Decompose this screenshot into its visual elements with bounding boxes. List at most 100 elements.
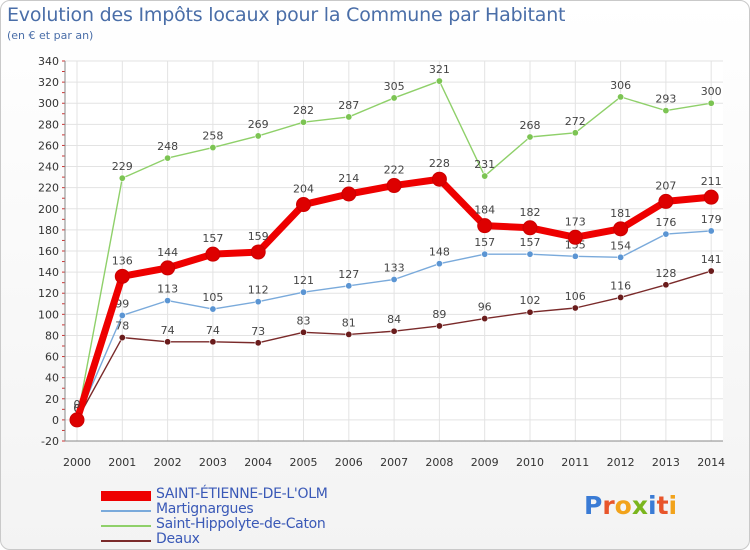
legend-swatch-saint-hippolyte: [101, 525, 151, 527]
y-tick-label: -20: [41, 435, 59, 448]
data-point-saint-hippolyte-de-caton: [617, 93, 625, 101]
data-point-saint-hippolyte-de-caton: [662, 107, 670, 115]
data-point-martignargues: [345, 282, 353, 290]
y-tick-label: 120: [38, 287, 59, 300]
data-label-martignargues: 157: [520, 236, 541, 249]
proxiti-logo: Proxiti: [584, 491, 677, 520]
x-tick-label: 2011: [561, 456, 589, 469]
data-point-saint-hippolyte-de-caton: [571, 129, 579, 137]
data-label-deaux: 84: [387, 313, 401, 326]
data-point-martignargues: [571, 252, 579, 260]
data-point-saint-etienne-de-l-olm: [205, 246, 221, 262]
data-point-martignargues: [164, 297, 172, 305]
data-point-saint-hippolyte-de-caton: [164, 154, 172, 162]
data-label-deaux: 73: [251, 325, 265, 338]
data-point-martignargues: [299, 288, 307, 296]
y-tick-label: 260: [38, 139, 59, 152]
data-label-saint-etienne-de-l-olm: 228: [429, 157, 450, 170]
x-tick-label: 2013: [652, 456, 680, 469]
data-label-deaux: 74: [206, 324, 220, 337]
data-label-saint-etienne-de-l-olm: 207: [655, 179, 676, 192]
data-point-deaux: [254, 339, 262, 347]
data-label-saint-hippolyte-de-caton: 287: [338, 99, 359, 112]
data-label-saint-hippolyte-de-caton: 305: [384, 80, 405, 93]
data-point-martignargues: [435, 260, 443, 268]
data-point-martignargues: [254, 298, 262, 306]
data-label-martignargues: 133: [384, 262, 405, 275]
data-point-saint-etienne-de-l-olm: [250, 244, 266, 260]
data-label-saint-etienne-de-l-olm: 173: [565, 215, 586, 228]
data-point-martignargues: [118, 311, 126, 319]
data-label-saint-hippolyte-de-caton: 268: [520, 119, 541, 132]
legend-label-saint-etienne: SAINT-ÉTIENNE-DE-L'OLM: [156, 486, 328, 502]
data-point-saint-hippolyte-de-caton: [345, 113, 353, 121]
data-label-deaux: 81: [342, 316, 356, 329]
data-label-saint-hippolyte-de-caton: 258: [202, 130, 223, 143]
data-point-saint-etienne-de-l-olm: [613, 221, 629, 237]
data-label-saint-etienne-de-l-olm: 211: [701, 175, 722, 188]
data-point-saint-etienne-de-l-olm: [658, 193, 674, 209]
data-point-deaux: [662, 281, 670, 289]
y-tick-label: 60: [45, 351, 59, 364]
data-label-saint-hippolyte-de-caton: 231: [474, 158, 495, 171]
data-point-saint-hippolyte-de-caton: [299, 118, 307, 126]
data-label-martignargues: 99: [115, 297, 129, 310]
data-point-martignargues: [526, 250, 534, 258]
data-label-saint-hippolyte-de-caton: 269: [248, 118, 269, 131]
data-point-saint-etienne-de-l-olm: [567, 229, 583, 245]
data-point-deaux: [209, 338, 217, 346]
data-label-deaux: 128: [655, 267, 676, 280]
data-label-saint-etienne-de-l-olm: 136: [112, 254, 133, 267]
legend-swatch-saint-etienne: [101, 491, 151, 501]
data-point-deaux: [526, 308, 534, 316]
data-point-deaux: [299, 328, 307, 336]
data-label-saint-etienne-de-l-olm: 0: [74, 398, 81, 411]
data-point-deaux: [118, 334, 126, 342]
data-label-martignargues: 154: [610, 239, 631, 252]
legend-swatch-martignargues: [101, 510, 151, 512]
data-point-saint-etienne-de-l-olm: [386, 178, 402, 194]
data-point-martignargues: [617, 253, 625, 261]
y-tick-label: 340: [38, 55, 59, 68]
data-label-deaux: 106: [565, 290, 586, 303]
data-point-saint-etienne-de-l-olm: [69, 412, 85, 428]
data-point-saint-etienne-de-l-olm: [160, 260, 176, 276]
data-point-saint-hippolyte-de-caton: [254, 132, 262, 140]
legend-swatch-deaux: [101, 540, 151, 542]
logo-letter: i: [648, 491, 657, 520]
data-label-martignargues: 113: [157, 283, 178, 296]
data-label-saint-etienne-de-l-olm: 204: [293, 183, 314, 196]
data-point-saint-etienne-de-l-olm: [477, 218, 493, 234]
data-point-saint-hippolyte-de-caton: [707, 99, 715, 107]
x-tick-label: 2001: [108, 456, 136, 469]
data-point-martignargues: [481, 250, 489, 258]
data-label-deaux: 96: [478, 301, 492, 314]
x-tick-label: 2014: [697, 456, 725, 469]
data-point-saint-etienne-de-l-olm: [431, 171, 447, 187]
data-point-deaux: [571, 304, 579, 312]
chart-subtitle: (en € et par an): [7, 29, 94, 42]
x-tick-label: 2012: [607, 456, 635, 469]
data-label-deaux: 78: [115, 320, 129, 333]
data-label-saint-hippolyte-de-caton: 229: [112, 160, 133, 173]
data-label-saint-etienne-de-l-olm: 182: [520, 206, 541, 219]
legend-label-martignargues: Martignargues: [156, 501, 254, 517]
y-tick-label: 40: [45, 372, 59, 385]
x-tick-label: 2004: [244, 456, 272, 469]
logo-letter: r: [602, 491, 615, 520]
data-point-martignargues: [390, 275, 398, 283]
data-label-saint-hippolyte-de-caton: 300: [701, 85, 722, 98]
y-tick-label: 20: [45, 393, 59, 406]
y-tick-label: 240: [38, 161, 59, 174]
data-point-saint-hippolyte-de-caton: [435, 77, 443, 85]
data-point-saint-etienne-de-l-olm: [114, 268, 130, 284]
y-tick-label: 160: [38, 245, 59, 258]
x-tick-label: 2007: [380, 456, 408, 469]
logo-letter: o: [614, 491, 632, 520]
data-label-saint-hippolyte-de-caton: 306: [610, 79, 631, 92]
data-point-deaux: [390, 327, 398, 335]
x-tick-label: 2000: [63, 456, 91, 469]
y-tick-label: 200: [38, 203, 59, 216]
data-point-deaux: [345, 330, 353, 338]
data-label-saint-etienne-de-l-olm: 157: [202, 232, 223, 245]
